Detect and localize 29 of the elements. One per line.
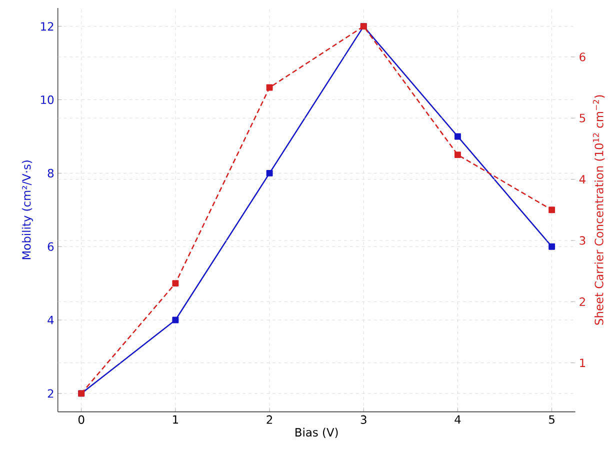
x-tick-label: 3 — [360, 415, 366, 424]
point — [454, 133, 461, 140]
x-axis-title: Bias (V) — [296, 428, 338, 438]
point — [172, 316, 179, 324]
y-axis-title: Mobility (cm²/V·s) — [22, 160, 33, 260]
point — [172, 280, 179, 287]
y-tick-label: 6 — [48, 242, 54, 252]
point — [266, 84, 273, 91]
x-tick-label: 5 — [549, 415, 554, 424]
y2-tick-label: 6 — [580, 52, 586, 62]
y-tick-label: 4 — [48, 316, 54, 324]
y-tick-label: 8 — [48, 169, 54, 178]
y2-axis-title: Sheet Carrier Concentration (10$^{12}$ cm$^{−2}$) — [592, 95, 605, 325]
x-tick-label: 1 — [173, 415, 178, 424]
y2-tick-label: 4 — [579, 175, 586, 184]
y2-tick-label: 5 — [580, 114, 586, 123]
y2-tick-label: 1 — [580, 358, 586, 368]
point — [266, 170, 273, 177]
y-tick-label: 10 — [41, 96, 54, 104]
y-tick-label: 2 — [48, 389, 54, 398]
point — [454, 152, 461, 158]
point — [548, 206, 556, 214]
y2-tick-label: 3 — [580, 236, 586, 245]
x-tick-label: 2 — [266, 415, 272, 424]
y2-tick-label: 2 — [580, 298, 585, 306]
y-tick-label: 12 — [41, 22, 54, 31]
point — [548, 244, 556, 250]
x-tick-label: 4 — [454, 415, 461, 424]
x-tick-label: 0 — [78, 415, 84, 424]
